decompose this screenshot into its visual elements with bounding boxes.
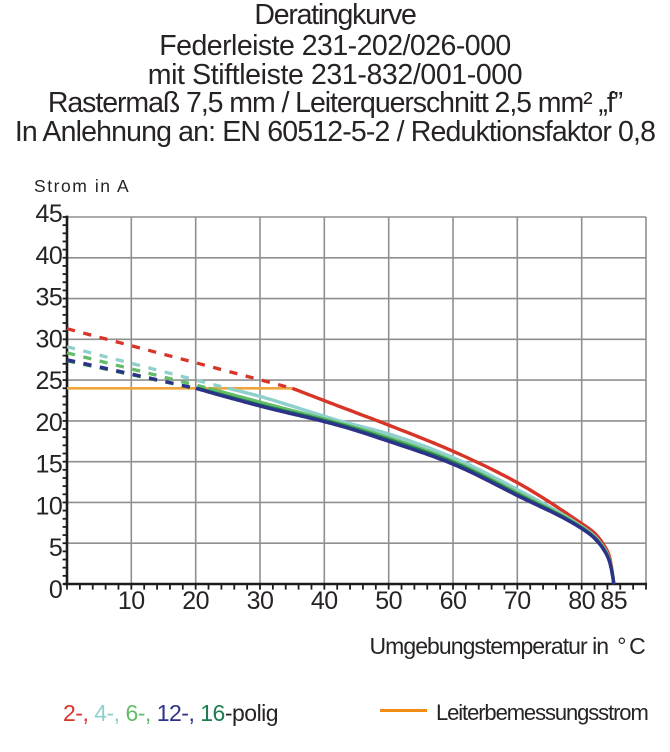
svg-text:20: 20: [182, 587, 209, 615]
svg-text:60: 60: [440, 587, 467, 615]
svg-text:25: 25: [35, 367, 62, 395]
svg-text:40: 40: [311, 587, 338, 615]
svg-text:45: 45: [35, 200, 62, 228]
svg-text:15: 15: [35, 451, 62, 479]
svg-text:50: 50: [375, 587, 402, 615]
svg-text:70: 70: [504, 587, 531, 615]
svg-text:30: 30: [35, 325, 62, 353]
svg-text:10: 10: [35, 492, 62, 520]
svg-text:85: 85: [600, 587, 627, 615]
svg-text:40: 40: [35, 242, 62, 270]
svg-text:5: 5: [49, 534, 62, 562]
svg-text:20: 20: [35, 409, 62, 437]
svg-text:0: 0: [49, 576, 62, 604]
svg-text:35: 35: [35, 284, 62, 312]
svg-text:80: 80: [568, 587, 595, 615]
svg-text:10: 10: [118, 587, 145, 615]
svg-text:30: 30: [247, 587, 274, 615]
